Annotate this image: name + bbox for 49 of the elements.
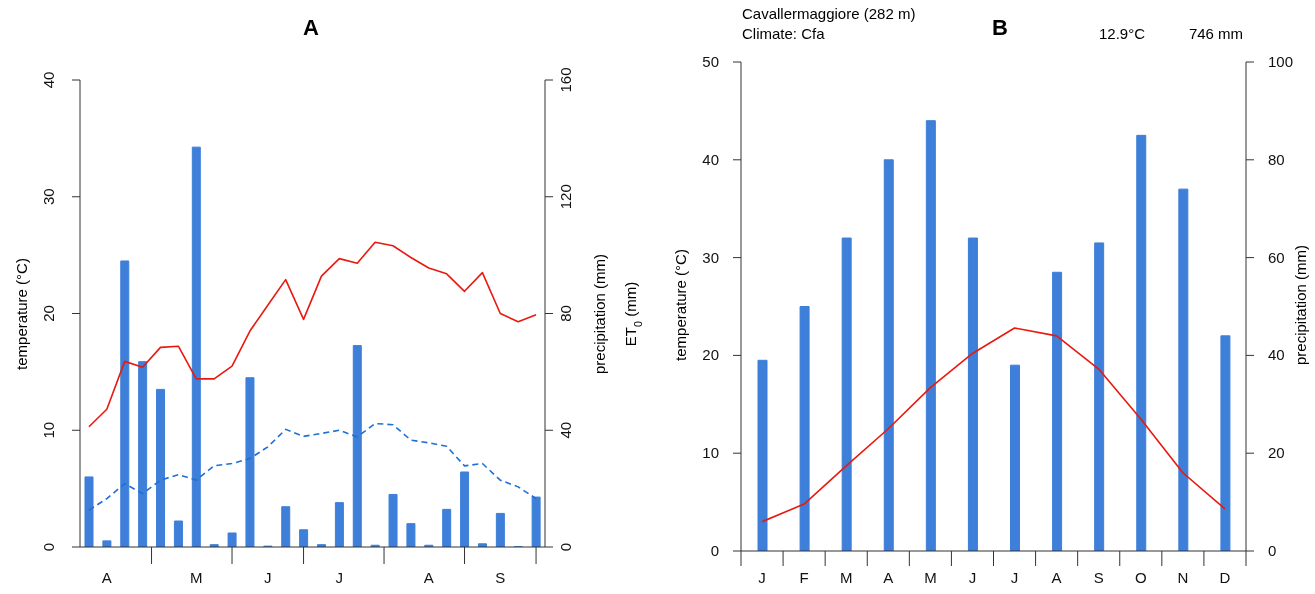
y2-tick-label: 40	[1268, 346, 1285, 364]
y-tick-label: 0	[40, 542, 57, 552]
x-tick-label: F	[799, 569, 809, 586]
x-tick-label: M	[839, 569, 853, 586]
y-tick-label: 30	[702, 248, 719, 266]
y2-tick-label: 60	[1268, 248, 1285, 266]
x-tick-label: O	[1134, 569, 1147, 586]
x-tick-label: S	[495, 569, 506, 586]
x-tick-label: A	[101, 569, 112, 586]
x-tick-label: M	[924, 569, 937, 586]
y2-axis-title: precipitation (mm)	[1292, 244, 1309, 366]
text: 746 mm	[1188, 25, 1244, 42]
y2-tick-label: 80	[557, 305, 574, 322]
x-tick-label: N	[1177, 569, 1189, 586]
chart-title: A	[303, 15, 320, 40]
x-tick-label: J	[335, 569, 344, 586]
text: Climate: Cfa	[742, 25, 826, 42]
y2-tick-label: 120	[557, 184, 574, 210]
x-tick-label: D	[1219, 569, 1231, 586]
y-axis-title: temperature (°C)	[13, 258, 30, 370]
y-tick-label: 10	[40, 421, 57, 439]
chart-title: B	[992, 15, 1008, 40]
x-tick-label: J	[264, 569, 272, 586]
x-tick-label: J	[968, 569, 977, 586]
y2-tick-label: 20	[1268, 444, 1285, 462]
text: Cavallermaggiore (282 m)	[742, 5, 916, 22]
y-tick-label: 30	[40, 188, 57, 206]
y-tick-label: 10	[702, 444, 719, 462]
y-axis-title: temperature (°C)	[672, 249, 689, 361]
y2-tick-label: 0	[557, 542, 574, 552]
y2-tick-label: 40	[557, 421, 574, 439]
y-tick-label: 20	[40, 305, 57, 322]
y2-tick-label: 160	[557, 67, 574, 93]
x-tick-label: A	[883, 569, 894, 586]
y-tick-label: 40	[40, 71, 57, 89]
x-tick-label: M	[190, 569, 203, 586]
y2-tick-label: 80	[1268, 150, 1285, 168]
y-tick-label: 0	[710, 542, 719, 559]
x-tick-label: J	[758, 569, 766, 586]
y2-tick-label: 0	[1268, 542, 1277, 559]
x-tick-label: A	[1051, 569, 1062, 586]
y2-tick-label: 100	[1268, 53, 1294, 70]
x-tick-label: S	[1093, 569, 1104, 586]
y-tick-label: 20	[702, 346, 719, 364]
x-tick-label: J	[1010, 569, 1019, 586]
y-tick-label: 50	[702, 53, 719, 70]
x-tick-label: A	[423, 569, 434, 586]
y-tick-label: 40	[702, 150, 719, 168]
text: 12.9°C	[1098, 25, 1146, 42]
